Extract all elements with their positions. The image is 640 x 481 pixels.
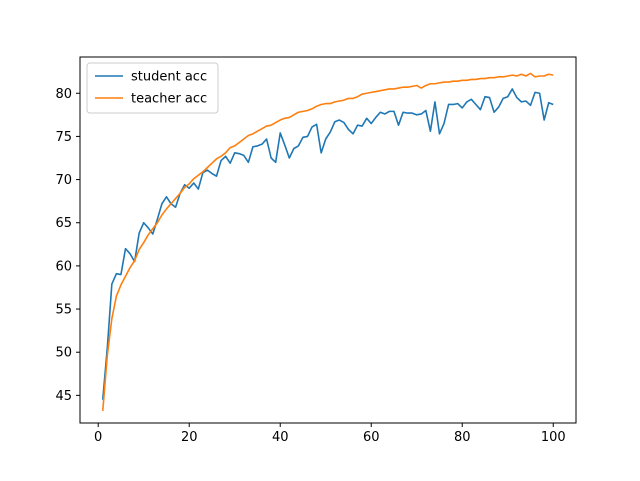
x-tick-label: 60 <box>363 430 380 445</box>
y-tick-label: 80 <box>55 87 72 102</box>
x-tick-label: 20 <box>181 430 198 445</box>
y-tick-label: 75 <box>55 130 72 145</box>
y-tick-label: 50 <box>55 346 72 361</box>
legend: student acc teacher acc <box>86 62 219 114</box>
x-tick-label: 100 <box>541 430 566 445</box>
x-tick-label: 40 <box>272 430 289 445</box>
legend-label-teacher-acc: teacher acc <box>131 92 207 107</box>
legend-label-student-acc: student acc <box>131 70 207 85</box>
y-axis: 45 50 55 60 65 70 75 80 <box>55 87 80 404</box>
x-axis: 0 20 40 60 80 100 <box>94 423 566 445</box>
y-tick-label: 45 <box>55 389 72 404</box>
axes-frame <box>79 56 577 424</box>
y-tick-label: 70 <box>55 173 72 188</box>
series-line-student-acc <box>101 88 554 400</box>
plot-area <box>101 72 554 411</box>
y-tick-label: 55 <box>55 303 72 318</box>
x-tick-label: 80 <box>454 430 471 445</box>
x-tick-label: 0 <box>94 430 102 445</box>
series-line-teacher-acc <box>101 72 554 411</box>
y-tick-label: 60 <box>55 259 72 274</box>
y-tick-label: 65 <box>55 216 72 231</box>
